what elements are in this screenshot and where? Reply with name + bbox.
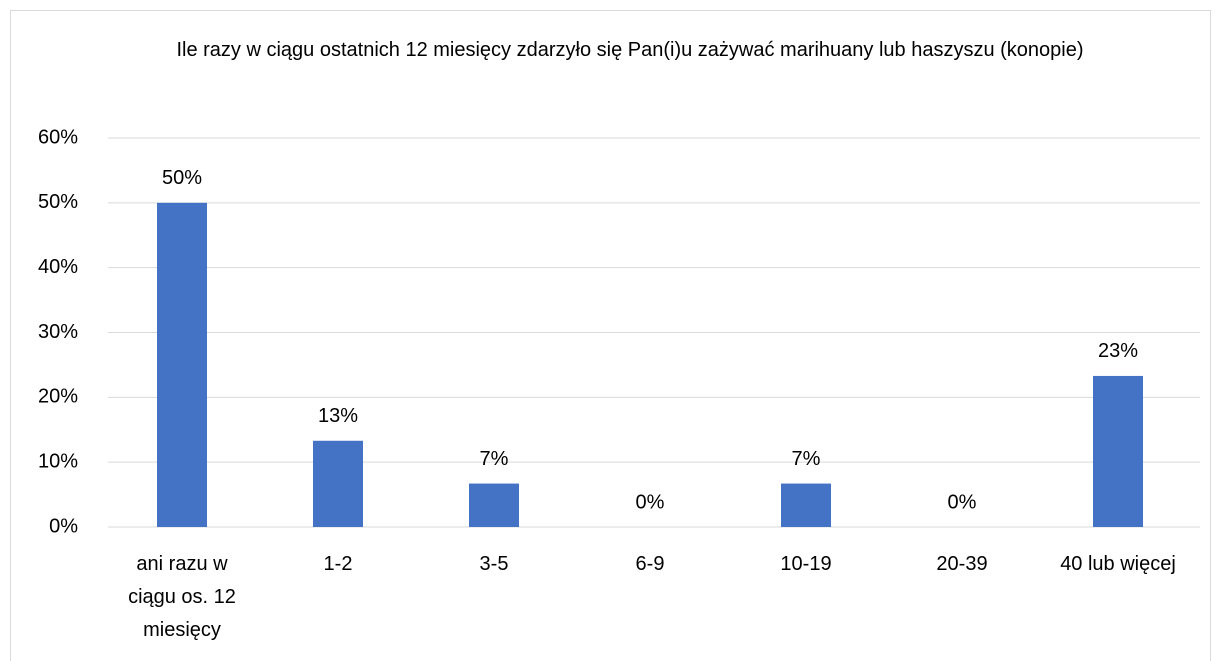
- y-tick-label: 60%: [38, 126, 78, 148]
- data-label: 0%: [636, 491, 665, 513]
- data-label: 0%: [948, 491, 977, 513]
- chart-border: [10, 10, 1211, 661]
- y-tick-label: 20%: [38, 386, 78, 408]
- y-tick-label: 10%: [38, 450, 78, 472]
- y-tick-label: 40%: [38, 256, 78, 278]
- data-label: 23%: [1098, 340, 1138, 362]
- chart-title: Ile razy w ciągu ostatnich 12 miesięcy z…: [176, 39, 1084, 61]
- x-tick-label: 10-19: [780, 553, 832, 575]
- x-tick-label: 40 lub więcej: [1060, 553, 1176, 575]
- data-label: 7%: [792, 448, 821, 470]
- y-tick-label: 30%: [38, 321, 78, 343]
- x-tick-label: 3-5: [479, 553, 509, 575]
- data-label: 7%: [480, 448, 509, 470]
- y-tick-label: 50%: [38, 191, 78, 213]
- bar: [781, 483, 831, 527]
- x-tick-label: ani razu w ciągu os. 12 miesięcy: [128, 553, 236, 641]
- x-tick-label: 20-39: [936, 553, 988, 575]
- x-tick-label: 6-9: [635, 553, 665, 575]
- bar: [157, 202, 207, 528]
- bar: [313, 440, 363, 527]
- y-tick-label: 0%: [49, 515, 78, 537]
- bar: [1093, 375, 1143, 527]
- bar: [469, 483, 519, 527]
- data-label: 13%: [318, 405, 358, 427]
- x-tick-label: 1-2: [323, 553, 353, 575]
- data-label: 50%: [162, 167, 202, 189]
